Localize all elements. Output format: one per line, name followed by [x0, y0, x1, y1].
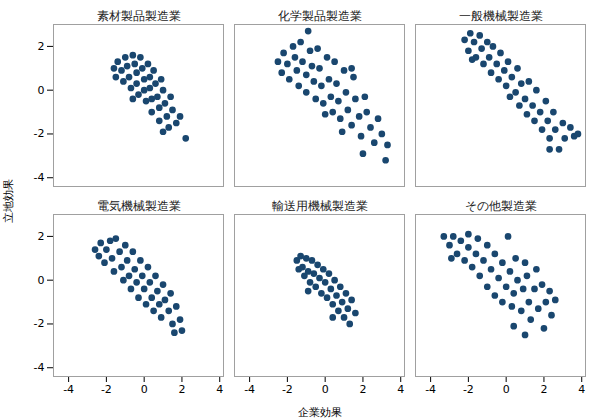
svg-text:-4: -4 — [63, 383, 74, 396]
svg-text:0: 0 — [38, 84, 45, 97]
svg-text:立地効果: 立地効果 — [2, 179, 15, 223]
svg-text:-4: -4 — [244, 383, 255, 396]
svg-text:一般機械製造業: 一般機械製造業 — [459, 9, 543, 23]
svg-text:2: 2 — [540, 383, 547, 396]
svg-text:輸送用機械製造業: 輸送用機械製造業 — [272, 199, 368, 213]
svg-text:-2: -2 — [34, 317, 45, 330]
svg-text:-2: -2 — [463, 383, 474, 396]
svg-text:-4: -4 — [34, 361, 45, 374]
svg-text:2: 2 — [38, 230, 45, 243]
svg-text:0: 0 — [322, 383, 329, 396]
svg-text:電気機械製造業: 電気機械製造業 — [97, 199, 181, 213]
svg-text:その他製造業: その他製造業 — [465, 199, 537, 213]
svg-text:-2: -2 — [282, 383, 293, 396]
svg-text:2: 2 — [359, 383, 366, 396]
svg-text:化学製品製造業: 化学製品製造業 — [278, 9, 362, 23]
svg-text:0: 0 — [503, 383, 510, 396]
svg-text:素材製品製造業: 素材製品製造業 — [97, 9, 181, 23]
svg-text:-2: -2 — [101, 383, 112, 396]
svg-text:0: 0 — [38, 274, 45, 287]
svg-text:-4: -4 — [34, 171, 45, 184]
svg-text:2: 2 — [178, 383, 185, 396]
svg-text:-4: -4 — [425, 383, 436, 396]
svg-text:4: 4 — [578, 383, 585, 396]
svg-text:0: 0 — [141, 383, 148, 396]
svg-text:-2: -2 — [34, 127, 45, 140]
svg-text:企業効果: 企業効果 — [298, 406, 342, 419]
svg-text:2: 2 — [38, 40, 45, 53]
svg-text:4: 4 — [397, 383, 404, 396]
svg-text:4: 4 — [216, 383, 223, 396]
